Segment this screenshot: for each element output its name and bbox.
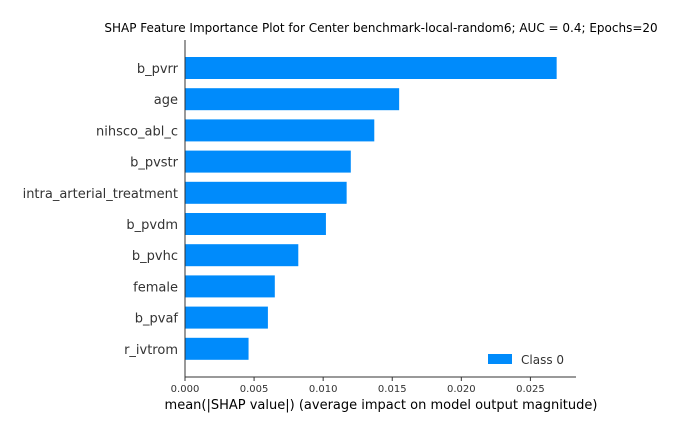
feature-label-b_pvaf: b_pvaf: [135, 312, 179, 327]
feature-label-nihsco_abl_c: nihsco_abl_c: [96, 124, 178, 139]
bar-b_pvhc: [185, 244, 299, 267]
x-tick-label: 0.020: [447, 384, 476, 395]
feature-label-r_ivtrom: r_ivtrom: [124, 343, 178, 358]
bars-group: [185, 57, 557, 360]
feature-label-intra_arterial_treatment: intra_arterial_treatment: [23, 187, 178, 202]
legend: Class 0: [488, 353, 564, 367]
bar-age: [185, 88, 400, 111]
bar-female: [185, 275, 275, 298]
feature-label-b_pvdm: b_pvdm: [126, 218, 178, 233]
feature-label-b_pvhc: b_pvhc: [132, 249, 178, 264]
x-axis-label: mean(|SHAP value|) (average impact on mo…: [165, 398, 598, 413]
chart-title: SHAP Feature Importance Plot for Center …: [104, 21, 657, 35]
bar-intra_arterial_treatment: [185, 181, 347, 204]
feature-label-b_pvrr: b_pvrr: [137, 62, 179, 77]
x-tick-label: 0.025: [516, 384, 545, 395]
x-tick-label: 0.005: [240, 384, 269, 395]
x-tick-label: 0.015: [378, 384, 407, 395]
x-tick-label: 0.000: [171, 384, 200, 395]
bar-r_ivtrom: [185, 337, 249, 360]
legend-label: Class 0: [521, 353, 564, 367]
feature-label-female: female: [133, 280, 178, 295]
feature-label-age: age: [154, 93, 178, 108]
x-ticks: 0.000 0.005 0.010 0.015 0.020 0.025: [171, 377, 545, 395]
bar-nihsco_abl_c: [185, 119, 375, 142]
feature-label-b_pvstr: b_pvstr: [130, 156, 179, 171]
bar-b_pvaf: [185, 306, 268, 329]
bar-b_pvstr: [185, 150, 351, 173]
x-tick-label: 0.010: [309, 384, 338, 395]
bar-b_pvdm: [185, 213, 326, 235]
legend-swatch: [488, 354, 512, 364]
bar-b_pvrr: [185, 57, 557, 79]
